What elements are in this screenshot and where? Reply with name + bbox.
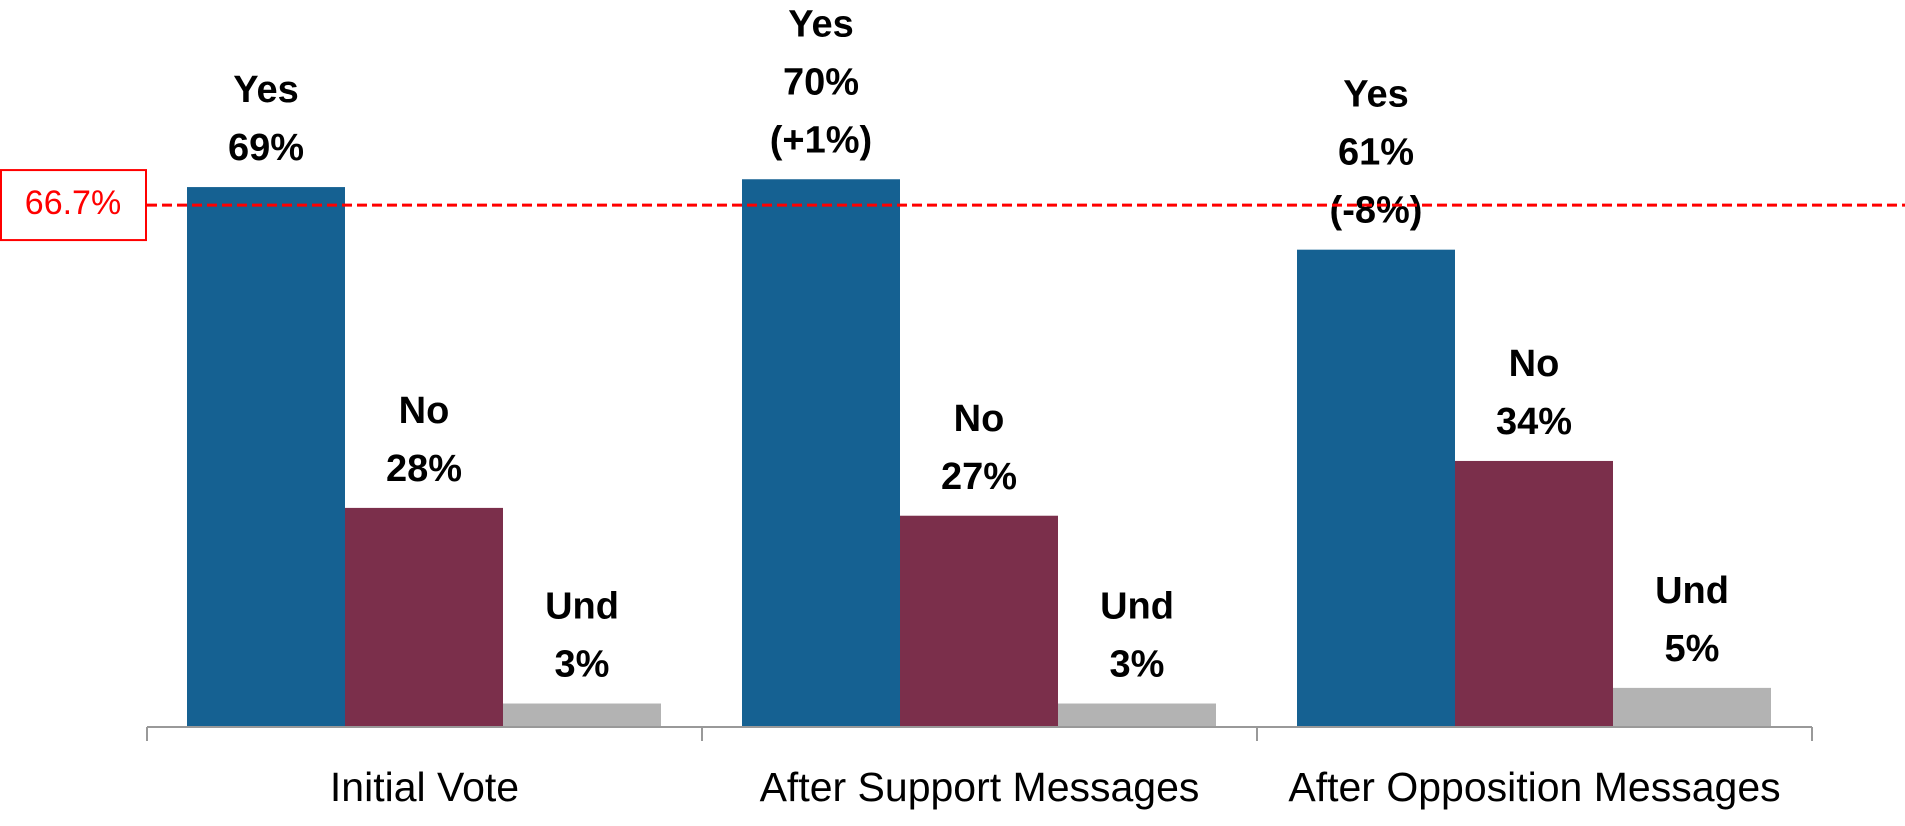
data-label: 61% [1338, 132, 1414, 174]
data-label: No [399, 390, 450, 432]
data-label: 27% [941, 456, 1017, 498]
x-tick-label: After Opposition Messages [1288, 764, 1780, 810]
data-label: 69% [228, 127, 304, 169]
bar [345, 507, 503, 727]
bar [1297, 249, 1455, 728]
bar [742, 179, 900, 727]
bar [1613, 687, 1771, 727]
data-label: Und [1100, 586, 1174, 628]
bar [900, 515, 1058, 727]
data-label: 34% [1496, 401, 1572, 443]
data-label: No [1509, 343, 1560, 385]
data-label: 5% [1665, 628, 1720, 670]
data-label: 3% [555, 644, 610, 686]
bar [1455, 460, 1613, 727]
data-label: Und [1655, 570, 1729, 612]
bar [187, 187, 345, 727]
x-tick-label: Initial Vote [330, 764, 519, 810]
bar [503, 703, 661, 727]
data-label: (+1%) [770, 119, 872, 161]
x-tick-label: After Support Messages [760, 764, 1200, 810]
data-label: Yes [1343, 74, 1409, 116]
threshold-box [0, 169, 147, 242]
data-label: 3% [1110, 644, 1165, 686]
threshold-label: 66.7% [25, 184, 121, 222]
data-label: 28% [386, 448, 462, 490]
data-label: No [954, 398, 1005, 440]
data-label: Und [545, 586, 619, 628]
data-label: (-8%) [1330, 190, 1423, 232]
data-label: Yes [788, 3, 854, 45]
data-label: 70% [783, 61, 859, 103]
data-label: Yes [233, 69, 299, 111]
bar [1058, 703, 1216, 727]
